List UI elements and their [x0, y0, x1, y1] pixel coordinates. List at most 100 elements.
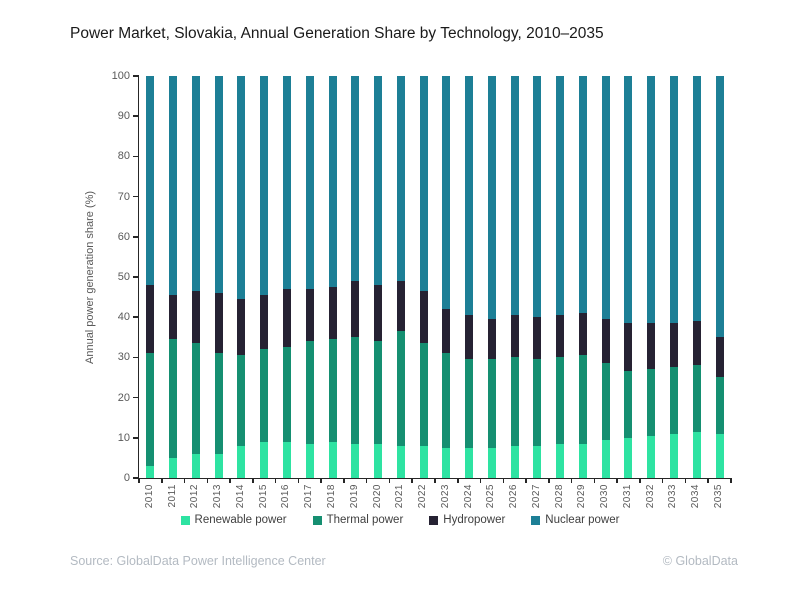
bar-segment [214, 453, 223, 478]
bar-segment [442, 447, 451, 478]
y-tick-mark [133, 477, 139, 479]
y-tick-label: 20 [117, 391, 130, 404]
x-tick-label: 2025 [485, 484, 497, 509]
stacked-bar-2021 [396, 76, 405, 478]
bar-segment [510, 315, 519, 358]
bar-segment [692, 431, 701, 478]
bar-segment [305, 443, 314, 478]
x-label-slot: 2019 [343, 484, 366, 514]
bar-segment [191, 76, 200, 292]
bar-segment [624, 76, 633, 324]
x-label-slot: 2011 [161, 484, 184, 514]
bar-slot-2015 [253, 76, 276, 478]
x-tick-mark [502, 478, 505, 483]
bar-segment [374, 76, 383, 286]
bar-segment [647, 76, 656, 324]
stacked-bar-2025 [487, 76, 496, 478]
x-tick-mark [434, 478, 436, 483]
bar-segment [260, 295, 269, 350]
bar-segment [556, 315, 565, 358]
legend-label: Hydropower [443, 514, 506, 526]
bar-segment [260, 349, 269, 442]
x-tick-label: 2013 [212, 484, 224, 509]
stacked-bar-2020 [374, 76, 383, 478]
y-tick-label: 10 [117, 431, 130, 444]
legend-label: Thermal power [326, 514, 404, 526]
x-label-slot: 2029 [571, 484, 594, 514]
stacked-bar-2017 [305, 76, 314, 478]
x-tick-mark [479, 478, 482, 483]
bar-segment [601, 363, 610, 440]
y-tick-label: 30 [117, 351, 130, 364]
x-tick-mark [457, 478, 459, 483]
source-note: Source: GlobalData Power Intelligence Ce… [70, 554, 326, 568]
x-label-slot: 2024 [457, 484, 480, 514]
stacked-bar-2031 [624, 76, 633, 478]
x-tick-mark [639, 478, 641, 483]
x-label-slot: 2023 [434, 484, 457, 514]
x-tick-label: 2017 [303, 484, 315, 509]
bar-segment [328, 441, 337, 478]
bar-segment [237, 445, 246, 478]
y-tick-mark [133, 356, 139, 359]
bar-segment [669, 433, 678, 478]
x-tick-mark [548, 478, 550, 483]
bar-segment [556, 357, 565, 444]
bar-segment [237, 355, 246, 446]
bar-segment [419, 343, 428, 446]
stacked-bar-2035 [715, 76, 724, 478]
x-tick-label: 2010 [143, 484, 155, 509]
x-tick-mark [343, 478, 345, 483]
stacked-bar-2016 [282, 76, 291, 478]
legend-item: Hydropower [429, 514, 505, 526]
bar-segment [669, 323, 678, 368]
bar-segment [465, 76, 474, 316]
bar-segment [624, 371, 633, 438]
stacked-bar-2018 [328, 76, 337, 478]
bar-segment [146, 285, 155, 354]
y-tick-mark [133, 316, 139, 318]
legend-label: Renewable power [194, 514, 287, 526]
legend-item: Thermal power [312, 514, 404, 526]
bar-segment [419, 76, 428, 292]
x-tick-label: 2032 [644, 484, 656, 509]
copyright-note: © GlobalData [662, 554, 738, 568]
x-label-slot: 2016 [275, 484, 298, 514]
bar-segment [578, 76, 587, 314]
bar-slot-2011 [162, 76, 185, 478]
x-tick-mark [320, 478, 322, 483]
stacked-bar-2032 [647, 76, 656, 478]
bar-segment [692, 76, 701, 322]
bar-segment [191, 343, 200, 454]
bar-segment [169, 457, 178, 478]
bar-segment [282, 289, 291, 348]
x-tick-label: 2023 [439, 484, 451, 509]
x-label-slot: 2022 [411, 484, 434, 514]
bar-segment [533, 359, 542, 446]
y-tick-label: 60 [117, 230, 130, 243]
bar-segment [214, 293, 223, 354]
bar-slot-2035 [708, 76, 731, 478]
x-tick-label: 2012 [189, 484, 201, 509]
bar-slot-2026 [503, 76, 526, 478]
x-label-slot: 2030 [593, 484, 616, 514]
bar-slot-2030 [594, 76, 617, 478]
bar-slot-2022 [412, 76, 435, 478]
bar-segment [260, 441, 269, 478]
x-label-slot: 2032 [639, 484, 662, 514]
bar-segment [305, 341, 314, 444]
x-label-slot: 2020 [366, 484, 389, 514]
bar-segment [647, 435, 656, 478]
x-tick-mark [206, 478, 209, 483]
bar-slot-2010 [139, 76, 162, 478]
bar-segment [624, 437, 633, 478]
bar-segment [669, 76, 678, 324]
stacked-bar-2034 [692, 76, 701, 478]
bar-segment [624, 323, 633, 372]
x-label-slot: 2034 [684, 484, 707, 514]
x-tick-mark [274, 478, 277, 483]
bar-segment [146, 465, 155, 478]
bar-segment [510, 357, 519, 446]
bar-segment [647, 369, 656, 436]
